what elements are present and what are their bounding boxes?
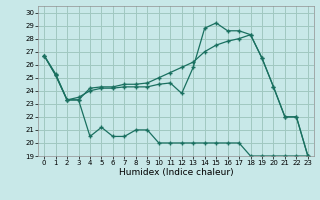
X-axis label: Humidex (Indice chaleur): Humidex (Indice chaleur) xyxy=(119,168,233,177)
